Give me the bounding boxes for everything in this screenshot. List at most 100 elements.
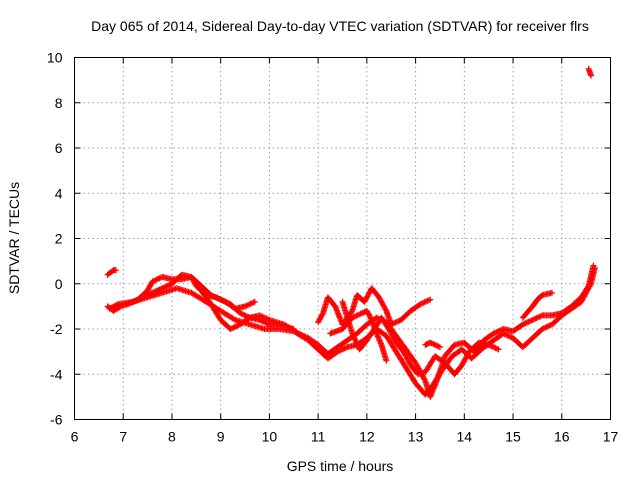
data-point [156,286,163,293]
data-point [290,326,297,332]
data-point [129,298,136,305]
data-point [491,344,498,351]
y-tick-label: 8 [55,95,63,111]
data-point [114,301,121,308]
data-point [417,301,424,308]
data-point [256,316,263,323]
data-point [434,342,441,349]
data-point [259,318,266,325]
data-point [140,293,147,300]
data-point [423,298,430,305]
data-point [263,320,270,327]
data-track [519,289,556,321]
data-point [141,293,148,300]
data-point [389,320,396,327]
data-point [591,264,598,271]
data-point [425,297,432,304]
chart-title: Day 065 of 2014, Sidereal Day-to-day VTE… [91,18,589,34]
data-point [354,312,361,319]
data-point [237,310,244,317]
data-point [501,331,508,338]
data-point [341,345,348,352]
data-point [230,324,237,331]
x-tick-label: 8 [168,429,176,445]
data-point [542,324,549,331]
data-point [155,287,162,294]
data-point [239,311,246,318]
data-point [157,285,164,292]
x-tick-label: 10 [262,429,278,445]
data-track [104,267,119,278]
data-point [244,302,251,309]
data-point [492,345,499,352]
data-point [431,341,438,348]
data-point [532,315,539,322]
data-point [392,319,399,326]
data-point [526,318,533,325]
data-track [315,285,434,328]
data-point [427,296,434,303]
data-point [533,315,540,322]
data-point [135,296,142,303]
data-point [507,333,514,340]
y-tick-label: 0 [55,276,63,292]
data-point [522,320,529,327]
data-point [156,275,163,282]
data-point [160,284,167,291]
y-tick-label: 4 [55,185,63,201]
data-point [435,343,442,350]
data-point [148,290,155,297]
data-point [490,330,497,337]
data-point [155,275,162,282]
data-point [215,295,222,302]
data-point [420,299,427,306]
data-point [242,303,249,310]
data-point [537,313,544,320]
x-tick-label: 6 [71,429,79,445]
data-point [249,300,256,307]
data-point [338,346,345,353]
data-point [487,342,494,349]
data-point [529,316,536,323]
data-point [356,311,363,318]
data-point [166,282,173,289]
x-tick-label: 14 [457,429,473,445]
data-point [427,339,434,346]
data-point [340,346,347,353]
x-tick-label: 12 [359,429,375,445]
y-tick-label: 10 [47,50,63,66]
data-point [395,318,402,325]
data-point [218,296,225,303]
data-point [262,319,269,326]
data-point [161,283,168,290]
data-point [228,325,235,332]
data-point [153,287,160,294]
y-tick-label: -2 [50,321,63,337]
data-point [549,289,556,296]
data-point [500,330,507,337]
data-point [357,310,364,317]
data-point [368,315,375,322]
data-point [336,347,343,354]
data-point [424,297,431,304]
x-axis-label: GPS time / hours [287,458,394,474]
y-axis-label: SDTVAR / TECUs [6,182,22,294]
data-point [521,320,528,327]
data-point [132,297,139,304]
data-point [238,310,245,317]
data-point [540,325,547,332]
data-point [382,306,389,313]
data-point [241,312,248,319]
data-point [112,267,119,274]
data-point [136,295,143,302]
data-point [488,343,495,350]
data-point [494,328,501,335]
data-point [231,324,238,331]
data-point [243,302,250,309]
data-point [145,291,152,298]
data-point [543,324,550,331]
y-tick-labels: -6 -4 -2 0 2 4 6 8 10 [47,50,63,428]
data-point [491,329,498,336]
y-tick-label: -6 [50,412,63,428]
